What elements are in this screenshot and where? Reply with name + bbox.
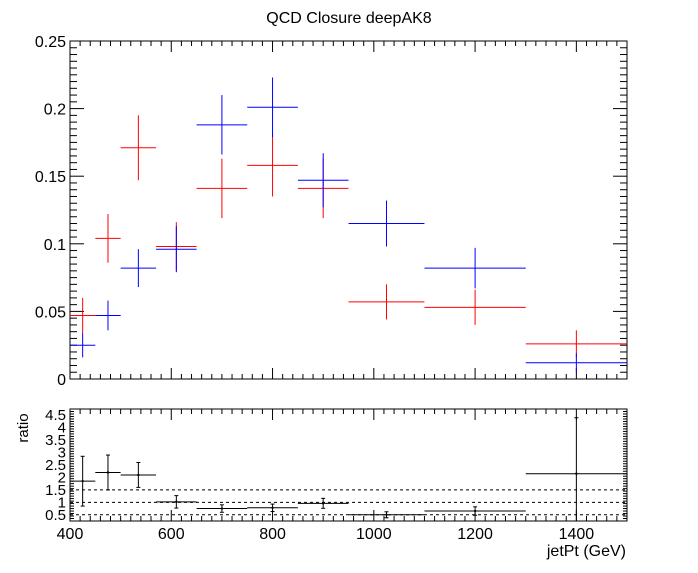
y-tick-label: 0.2 <box>44 102 66 119</box>
x-axis-label: jetPt (GeV) <box>546 543 626 560</box>
x-tick-label: 800 <box>259 526 286 543</box>
chart-title: QCD Closure deepAK8 <box>266 10 432 27</box>
y-tick-label: 1 <box>58 494 66 511</box>
y-tick-label: 3 <box>58 445 66 462</box>
top-panel: 0 0.05 0.1 0.15 0.2 0.25 <box>35 34 628 389</box>
x-tick-label: 600 <box>158 526 185 543</box>
x-tick-label: 1000 <box>356 526 392 543</box>
ratio-point-marker <box>473 509 477 513</box>
ratio-point-marker <box>81 479 84 483</box>
y-tick-label: 0.15 <box>35 169 66 186</box>
ratio-panel: 400 600 800 1000 1200 1400 0.511.522.533.544.5 <box>45 407 628 543</box>
y-tick-label: 4.5 <box>45 407 66 424</box>
y-tick-label: 0.05 <box>35 304 66 321</box>
ratio-point-marker <box>220 507 224 510</box>
y-tick-label: 0 <box>57 372 66 389</box>
y-tick-label: 2.5 <box>45 457 66 474</box>
ratio-point-marker <box>137 473 140 477</box>
y-tick-label: 2 <box>58 469 66 486</box>
x-tick-label: 1200 <box>457 526 493 543</box>
x-tick-label: 1400 <box>559 526 595 543</box>
y-tick-label: 0.25 <box>35 34 66 51</box>
ratio-point-marker <box>385 513 388 516</box>
x-tick-label: 400 <box>57 526 84 543</box>
y-tick-label: 0.5 <box>45 507 66 524</box>
ratio-point-marker <box>175 500 178 504</box>
y-tick-label: 0.1 <box>44 237 66 254</box>
y-tick-label: 4 <box>58 420 66 437</box>
ratio-point-marker <box>321 502 325 505</box>
ratio-point-marker <box>106 471 110 474</box>
ratio-axis-label: ratio <box>15 413 32 442</box>
y-tick-label: 1.5 <box>45 482 66 499</box>
y-tick-label: 3.5 <box>45 432 66 449</box>
ratio-point-marker <box>575 472 578 475</box>
ratio-plot-frame <box>69 408 628 522</box>
ratio-point-marker <box>271 506 274 510</box>
